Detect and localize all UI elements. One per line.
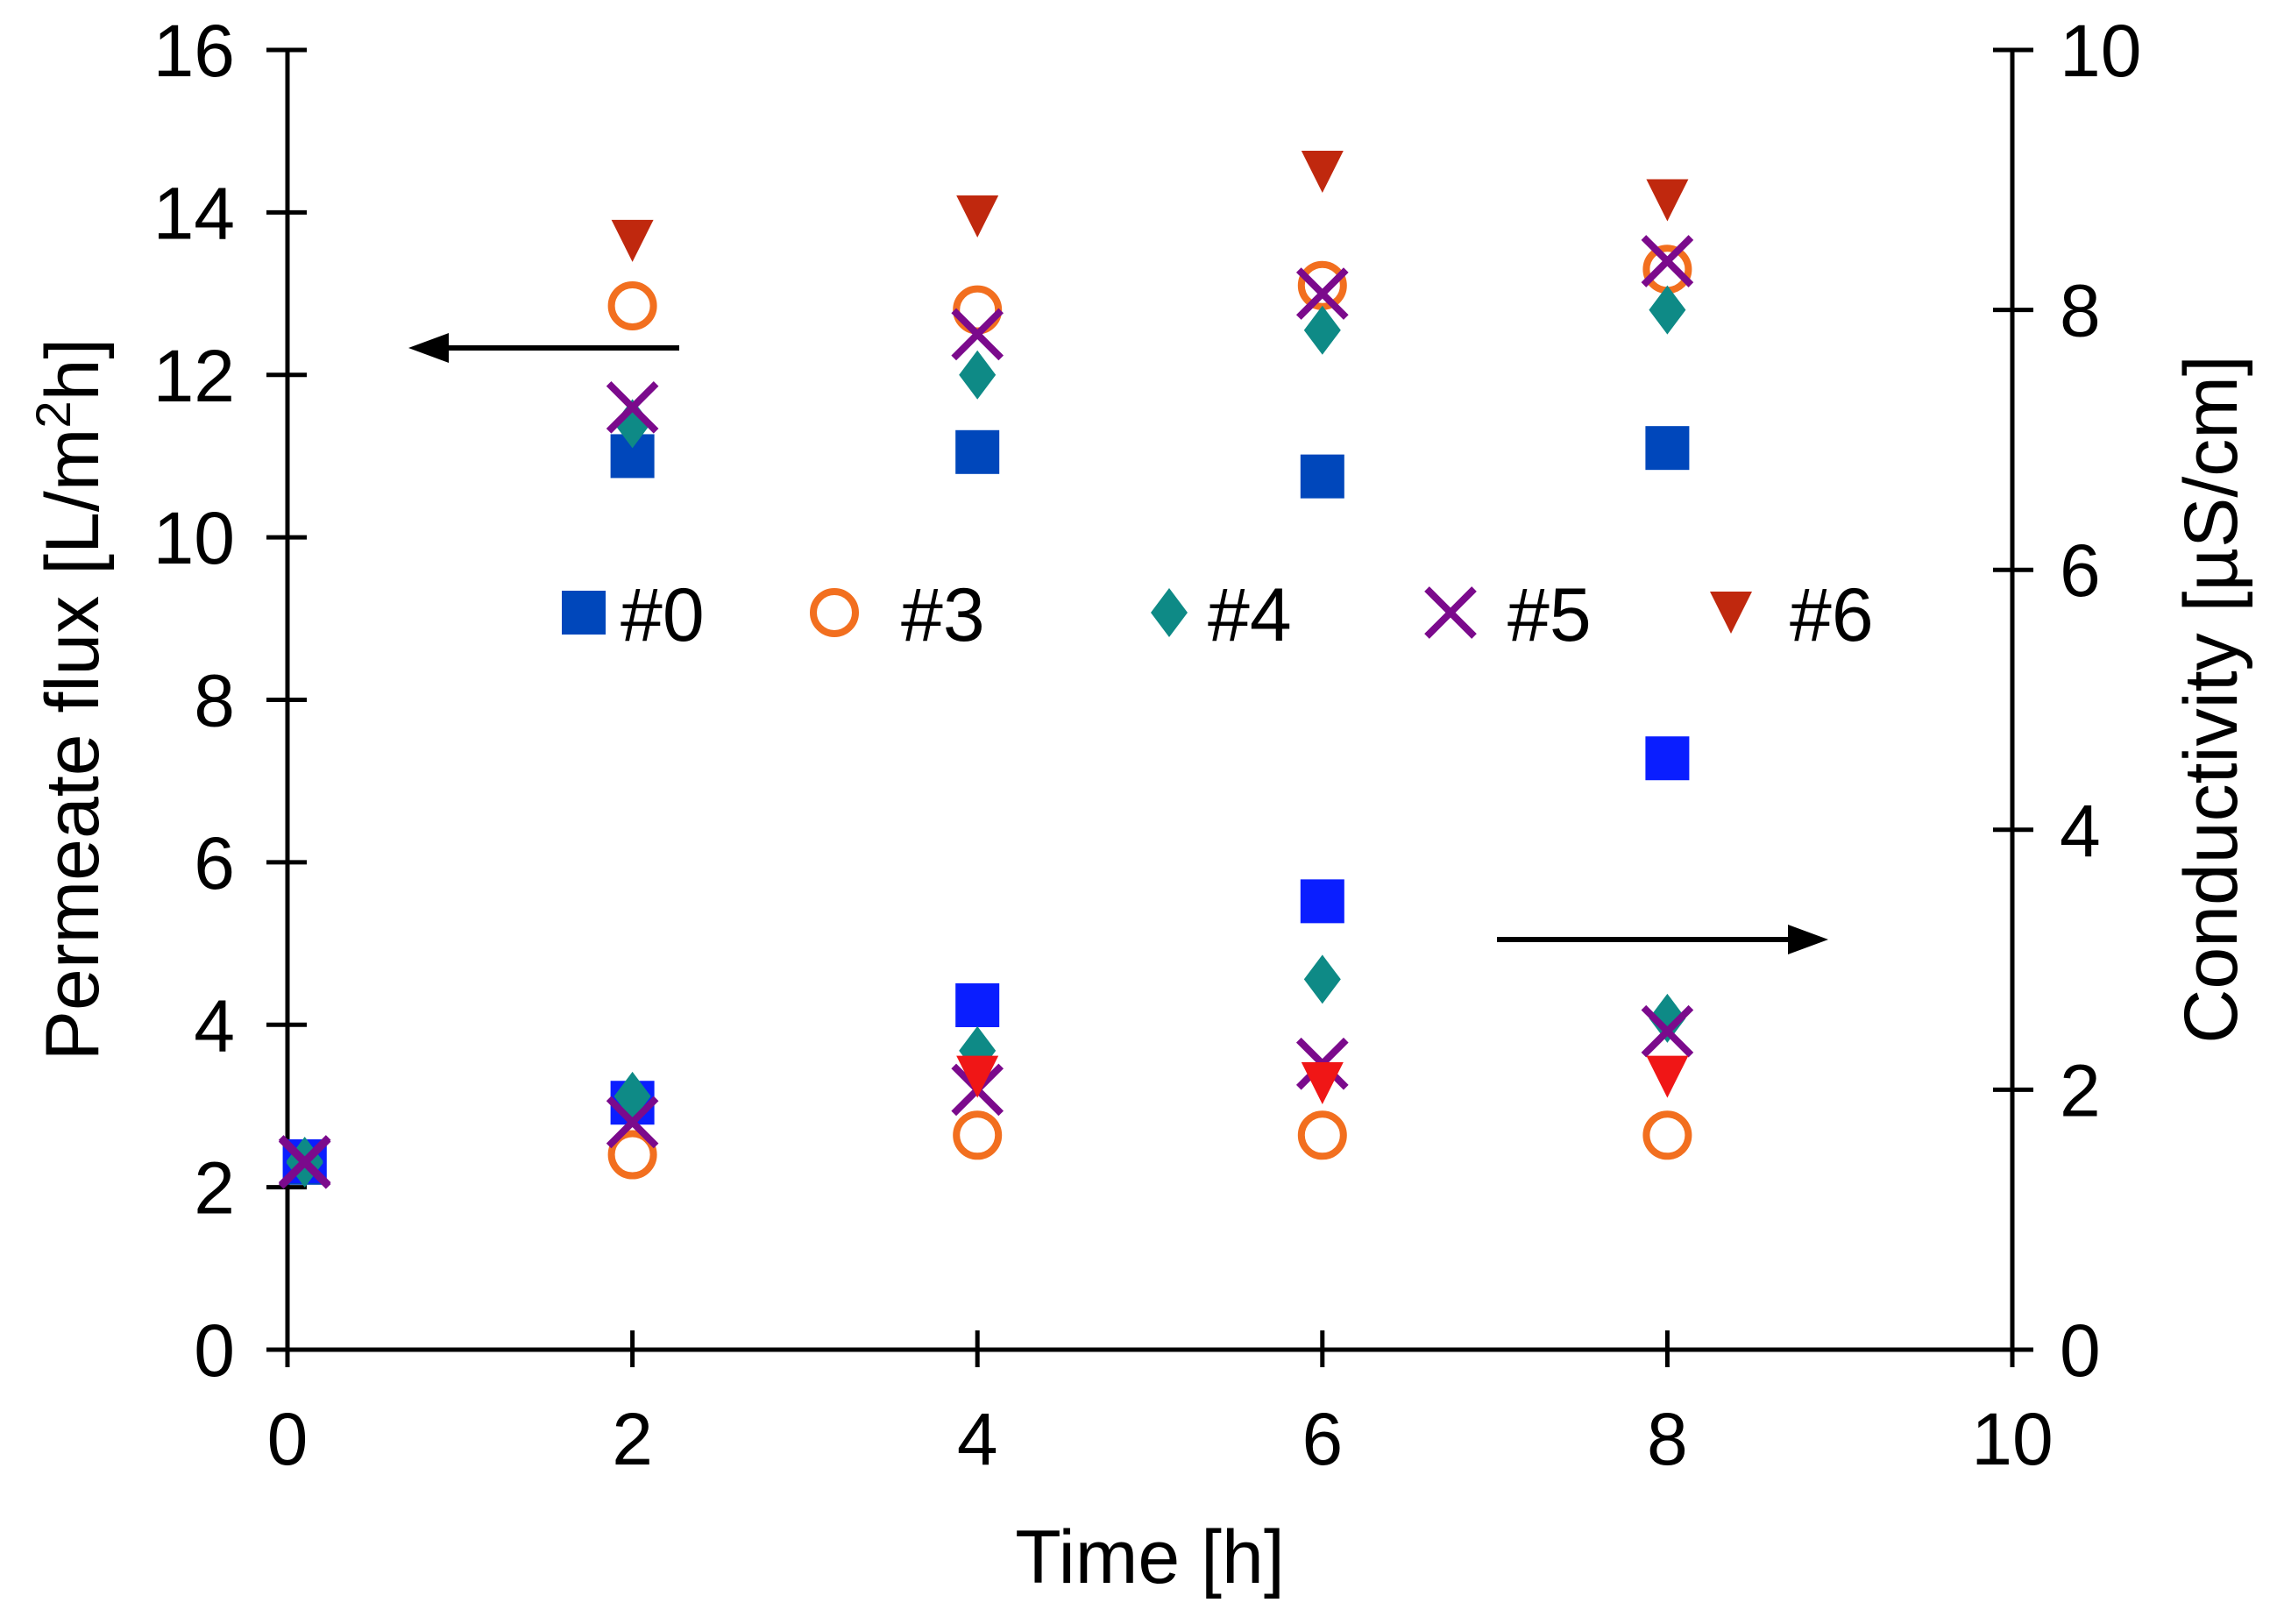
flux-point-6-3 — [1646, 179, 1689, 222]
legend-marker-5 — [1424, 586, 1477, 639]
flux-point-0-3 — [1300, 454, 1344, 499]
conductivity-point-4-3 — [1303, 954, 1341, 1004]
y-left-tick-label-10: 10 — [153, 497, 235, 579]
conductivity-point-3-3 — [1642, 1110, 1692, 1160]
flux-point-5-1 — [606, 380, 659, 434]
y-right-tick-label-0: 0 — [2060, 1309, 2101, 1392]
flux-point-4-1 — [614, 399, 651, 449]
flux-point-6-0 — [611, 219, 654, 262]
conductivity-point-5-0 — [278, 1135, 331, 1188]
legend-symbol-3 — [810, 588, 859, 637]
data-points — [278, 151, 1694, 1189]
x-axis-title: Time [h] — [1015, 1515, 1284, 1599]
x-tick-label-10: 10 — [1971, 1398, 2053, 1480]
legend-label-3: #3 — [901, 573, 985, 657]
y-left-axis-title: Permeate flux [L/m2h] — [25, 338, 115, 1061]
flux-point-4-3 — [1303, 305, 1341, 355]
conductivity-point-5-4 — [1641, 1004, 1694, 1058]
conductivity-point-3-2 — [1297, 1110, 1347, 1160]
flux-point-5-3 — [1295, 267, 1349, 320]
y-left-tick-label-2: 2 — [194, 1147, 235, 1230]
y-left-tick-label-14: 14 — [153, 172, 235, 254]
x-tick-label-8: 8 — [1647, 1398, 1688, 1480]
conductivity-point-4-4 — [1649, 993, 1686, 1043]
y-left-title-superscript: 2 — [25, 401, 81, 428]
y-left-tick-label-12: 12 — [153, 335, 235, 417]
x-tick-label-2: 2 — [612, 1398, 653, 1480]
legend-item-4: #4 — [1151, 573, 1292, 657]
x-tick-label-0: 0 — [267, 1398, 309, 1480]
x-tick-label-4: 4 — [957, 1398, 998, 1480]
conductivity-point-0-2 — [955, 983, 1000, 1028]
conductivity-point-3-0 — [607, 1130, 657, 1180]
conductivity-point-0-4 — [1645, 736, 1690, 781]
y-right-tick-label-4: 4 — [2060, 790, 2101, 872]
conductivity-point-6-0 — [956, 1055, 999, 1098]
legend-label-4: #4 — [1208, 573, 1292, 657]
legend: #0 #3 #4 #5 #6 — [562, 573, 1874, 657]
conductivity-point-6-2 — [1646, 1055, 1689, 1098]
conductivity-point-5-1 — [606, 1096, 659, 1149]
legend-item-3: #3 — [810, 573, 985, 657]
right-axis-arrow — [1497, 925, 1828, 954]
legend-symbol-6 — [1710, 592, 1752, 634]
flux-point-6-2 — [1301, 151, 1344, 194]
y-left-tick-label-16: 16 — [153, 10, 235, 92]
flux-point-5-4 — [1641, 235, 1694, 287]
legend-label-0: #0 — [621, 573, 705, 657]
y-left-title-end: h] — [31, 338, 115, 401]
legend-symbol-4 — [1151, 588, 1188, 637]
flux-point-6-1 — [956, 195, 999, 238]
flux-point-4-2 — [959, 350, 997, 400]
conductivity-point-0-3 — [1300, 879, 1344, 924]
legend-marker-3 — [810, 588, 859, 637]
legend-marker-4 — [1151, 588, 1188, 637]
conductivity-point-3-1 — [953, 1110, 1003, 1160]
legend-label-6: #6 — [1790, 573, 1874, 657]
y-right-tick-label-8: 8 — [2060, 270, 2101, 352]
flux-point-4-4 — [1649, 285, 1686, 335]
y-left-tick-label-4: 4 — [194, 984, 235, 1067]
y-left-tick-label-0: 0 — [194, 1309, 235, 1392]
y-right-tick-label-6: 6 — [2060, 529, 2101, 612]
legend-marker-0 — [562, 591, 606, 635]
legend-symbol-0 — [562, 591, 606, 635]
y-left-tick-label-6: 6 — [194, 822, 235, 904]
flux-point-5-2 — [951, 308, 1004, 361]
y-left-title-main: Permeate flux [L/m — [31, 429, 115, 1061]
x-tick-label-6: 6 — [1302, 1398, 1343, 1480]
legend-symbol-5 — [1424, 586, 1477, 639]
legend-label-5: #5 — [1507, 573, 1592, 657]
left-axis-arrow — [408, 333, 679, 363]
legend-marker-6 — [1710, 592, 1752, 634]
legend-item-0: #0 — [562, 573, 705, 657]
legend-item-5: #5 — [1424, 573, 1592, 657]
y-right-tick-label-10: 10 — [2060, 10, 2141, 92]
legend-item-6: #6 — [1710, 573, 1874, 657]
y-right-axis-title: Conductivity [µS/cm] — [2169, 355, 2253, 1044]
flux-point-3-0 — [607, 280, 657, 330]
y-left-tick-label-8: 8 — [194, 660, 235, 742]
conductivity-point-6-1 — [1301, 1061, 1344, 1104]
flux-point-0-4 — [1645, 426, 1690, 471]
y-right-tick-label-2: 2 — [2060, 1049, 2101, 1131]
flux-point-0-2 — [955, 429, 1000, 474]
axis-ticks — [266, 47, 2033, 1367]
